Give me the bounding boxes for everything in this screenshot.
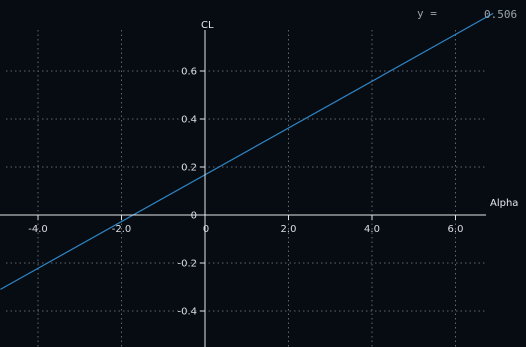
grid-lines xyxy=(6,30,486,347)
readout-label: y = xyxy=(417,7,437,20)
y-axis-label: CL xyxy=(201,20,214,31)
y-tick-label: 0 xyxy=(191,211,197,222)
y-tick-label: 0.6 xyxy=(181,67,197,78)
series-line-layer xyxy=(0,12,494,290)
y-tick-label: 0.4 xyxy=(181,115,197,126)
x-tick-label: 6.0 xyxy=(448,224,464,235)
value-readout: y = 0.506 xyxy=(417,7,517,21)
y-tick-label: -0.4 xyxy=(177,307,197,318)
readout-value: 0.506 xyxy=(484,8,517,21)
x-axis-label: Alpha xyxy=(490,198,518,209)
x-tick-label: -4.0 xyxy=(28,224,48,235)
x-tick-label: 0 xyxy=(203,224,209,235)
y-tick-label: -0.2 xyxy=(177,259,197,270)
x-tick-label: 4.0 xyxy=(364,224,380,235)
series-line xyxy=(0,12,494,290)
axes xyxy=(0,30,486,347)
y-tick-label: 0.2 xyxy=(181,163,197,174)
x-tick-label: 2.0 xyxy=(281,224,297,235)
tick-labels: -4.0 -2.0 0 2.0 4.0 6.0 -0.4 -0.2 0 0.2 0.4 0.6 xyxy=(28,67,463,318)
x-tick-label: -2.0 xyxy=(112,224,132,235)
